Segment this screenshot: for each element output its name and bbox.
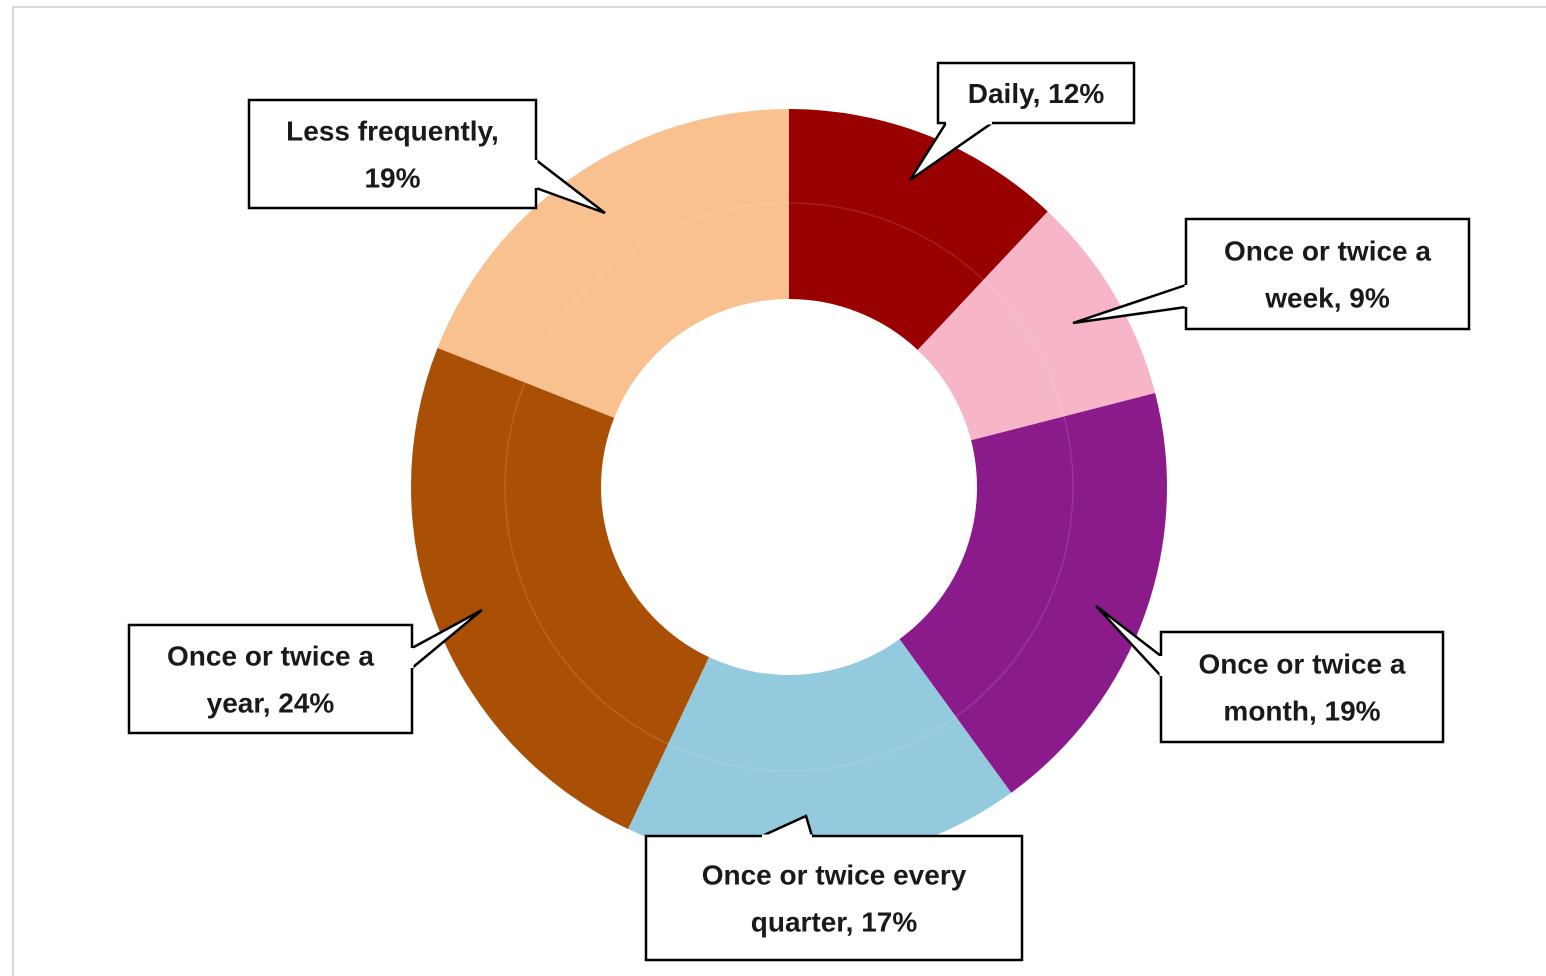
callout-label: 19% [364,163,420,194]
callout-pointer [1095,605,1162,677]
slice-ring-line [504,382,669,745]
callout-pointer [411,608,483,669]
slice-once-or-twice-a-year [410,347,709,830]
callout-label: Less frequently, [286,116,499,147]
callout-daily: Daily, 12% [908,61,1136,182]
callout-once-or-twice-a-week: Once or twice a week, 9% [1072,217,1471,331]
callout-box [936,61,1136,125]
callout-label: week, 9% [1264,283,1390,314]
donut-slices [410,109,1167,865]
slice-ring-line [788,202,984,281]
callout-less-frequently: Less frequently, 19% [247,98,606,215]
callout-once-or-twice-a-year: Once or twice a year, 24% [127,608,483,735]
callout-pointer [908,121,993,182]
chart-frame [12,6,1546,976]
callout-pointer [761,814,814,838]
callout-once-or-twice-every-quarter: Once or twice every quarter, 17% [644,814,1024,962]
callout-label: Once or twice a [167,641,374,672]
callout-box [247,98,538,210]
callout-box [644,834,1024,962]
slice-once-or-twice-a-week [917,211,1156,441]
slice-ring-line [955,416,1074,718]
slice-ring-line [667,716,957,772]
callout-label: Daily, 12% [968,78,1105,109]
callout-box [127,623,414,735]
slice-ring-line [524,202,790,383]
slice-ring-line [982,279,1065,417]
slice-daily [789,109,1048,350]
callout-label: Once or twice a [1224,236,1431,267]
slice-less-frequently [437,109,789,418]
callout-pointer [535,159,606,215]
callout-label: year, 24% [207,688,335,719]
callout-label: month, 19% [1223,696,1380,727]
callout-label: Once or twice every [702,860,967,891]
callout-label: quarter, 17% [751,907,918,938]
slice-once-or-twice-a-month [899,392,1167,793]
callout-label: Once or twice a [1199,649,1406,680]
slice-once-or-twice-every-quarter [628,639,1012,865]
callout-once-or-twice-a-month: Once or twice a month, 19% [1095,605,1445,744]
callout-box [1184,217,1471,331]
callout-box [1159,630,1445,744]
callout-pointer [1072,283,1187,325]
